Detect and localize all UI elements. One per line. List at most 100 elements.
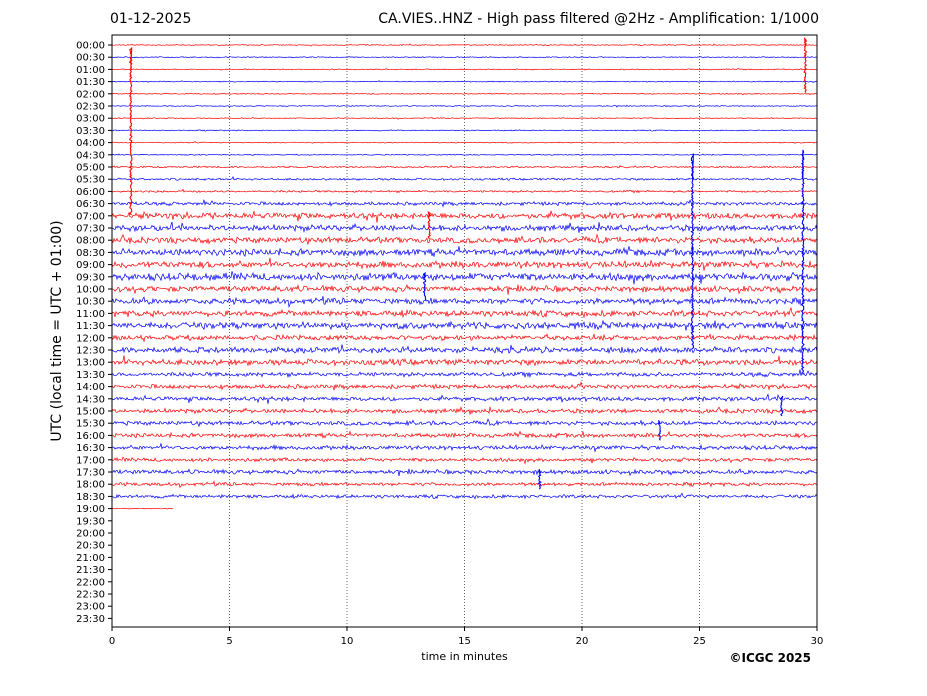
y-tick-label: 04:30 — [76, 150, 105, 161]
y-tick-label: 23:30 — [76, 614, 105, 625]
x-ticks: 0 5 10 15 20 25 30 — [109, 627, 824, 647]
y-tick-label: 07:30 — [76, 224, 105, 235]
y-tick-label: 17:30 — [76, 468, 105, 479]
y-tick-label: 22:30 — [76, 590, 105, 601]
trace-line — [111, 480, 818, 489]
event-spike — [690, 153, 695, 350]
x-tick-label: 0 — [109, 636, 115, 647]
x-axis-label: time in minutes — [421, 650, 508, 663]
x-tick-label: 25 — [693, 636, 706, 647]
y-tick-label: 08:30 — [76, 248, 105, 259]
y-tick-label: 20:00 — [76, 529, 105, 540]
y-tick-label: 21:00 — [76, 553, 105, 564]
y-tick-label: 19:30 — [76, 516, 105, 527]
trace-line — [111, 468, 818, 477]
y-tick-label: 10:00 — [76, 285, 105, 296]
y-tick-label: 12:30 — [76, 346, 105, 357]
trace-line — [111, 430, 818, 439]
y-tick-label: 07:00 — [76, 211, 105, 222]
trace-line — [111, 188, 818, 194]
y-tick-label: 08:00 — [76, 236, 105, 247]
y-tick-label: 05:00 — [76, 163, 105, 174]
y-tick-label: 00:00 — [76, 41, 105, 52]
y-tick-label: 17:00 — [76, 455, 105, 466]
chart-date: 01-12-2025 — [110, 11, 192, 27]
trace-line — [111, 418, 818, 428]
trace-line — [111, 406, 818, 415]
trace-line — [111, 271, 818, 285]
grid-lines — [229, 35, 700, 627]
trace-line — [111, 92, 818, 96]
y-tick-label: 13:00 — [76, 358, 105, 369]
event-spike — [779, 395, 784, 417]
y-tick-label: 14:30 — [76, 394, 105, 405]
x-tick-label: 10 — [341, 636, 354, 647]
y-tick-label: 13:30 — [76, 370, 105, 381]
plot-frame — [111, 34, 818, 628]
trace-line — [111, 369, 818, 379]
event-spike — [422, 271, 427, 301]
trace-line — [111, 141, 818, 144]
trace-line — [111, 55, 818, 59]
y-tick-label: 02:30 — [76, 102, 105, 113]
trace-line — [111, 333, 818, 343]
trace-line — [111, 209, 818, 223]
event-spike — [128, 47, 133, 216]
x-tick-label: 5 — [226, 636, 232, 647]
event-spike — [537, 469, 542, 490]
y-tick-label: 11:00 — [76, 309, 105, 320]
chart-title: CA.VIES..HNZ - High pass filtered @2Hz -… — [378, 11, 819, 27]
y-tick-label: 16:30 — [76, 443, 105, 454]
y-tick-label: 14:00 — [76, 382, 105, 393]
event-spike — [657, 420, 662, 441]
trace-line — [111, 344, 818, 355]
y-tick-label: 09:30 — [76, 272, 105, 283]
y-tick-label: 16:00 — [76, 431, 105, 442]
y-tick-label: 11:30 — [76, 321, 105, 332]
trace-line — [111, 257, 818, 271]
trace-line — [111, 393, 818, 404]
y-tick-label: 10:30 — [76, 297, 105, 308]
trace-line — [111, 443, 818, 453]
event-spike — [803, 37, 808, 93]
trace-line — [111, 164, 818, 169]
y-tick-label: 18:30 — [76, 492, 105, 503]
x-tick-label: 20 — [576, 636, 589, 647]
y-tick-label: 18:00 — [76, 480, 105, 491]
x-tick-label: 30 — [811, 636, 824, 647]
trace-line — [111, 306, 818, 319]
y-tick-label: 06:30 — [76, 199, 105, 210]
y-tick-label: 00:30 — [76, 53, 105, 64]
x-tick-label: 15 — [458, 636, 471, 647]
y-tick-label: 01:30 — [76, 77, 105, 88]
trace-line — [111, 153, 818, 156]
trace-line — [111, 221, 818, 233]
y-tick-label: 01:00 — [76, 65, 105, 76]
trace-line — [111, 296, 818, 309]
y-tick-label: 19:00 — [76, 504, 105, 515]
y-tick-label: 12:00 — [76, 333, 105, 344]
trace-line — [111, 246, 818, 258]
y-tick-label: 21:30 — [76, 565, 105, 576]
trace-line — [111, 319, 818, 331]
y-tick-label: 15:30 — [76, 419, 105, 430]
trace-line — [111, 492, 818, 500]
trace-line — [111, 507, 174, 510]
trace-line — [111, 381, 818, 391]
trace-line — [111, 355, 818, 367]
trace-line — [111, 129, 818, 132]
trace-line — [111, 116, 818, 120]
y-tick-label: 22:00 — [76, 577, 105, 588]
trace-line — [111, 43, 818, 47]
y-tick-label: 09:00 — [76, 260, 105, 271]
y-tick-label: 02:00 — [76, 89, 105, 100]
copyright-text: ©ICGC 2025 — [729, 651, 811, 665]
trace-line — [111, 199, 818, 208]
y-tick-label: 20:30 — [76, 541, 105, 552]
trace-line — [111, 233, 818, 245]
y-tick-label: 05:30 — [76, 175, 105, 186]
y-tick-label: 15:00 — [76, 407, 105, 418]
trace-line — [111, 104, 818, 108]
